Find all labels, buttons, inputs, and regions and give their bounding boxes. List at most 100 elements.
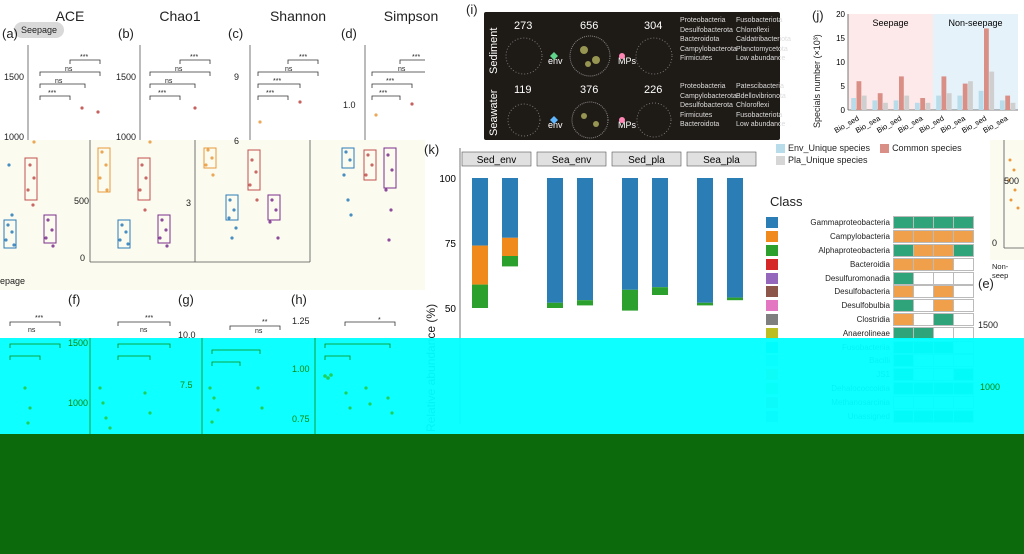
- k-stack-segment: [622, 178, 638, 290]
- f-ytick-1500: 1500: [68, 338, 89, 348]
- tag-h: (h): [291, 292, 307, 307]
- class-presence-cell: [913, 299, 934, 313]
- box-ace-biosea: [43, 214, 57, 244]
- class-swatch: [766, 244, 778, 256]
- right-edge-ytick-0: 0: [992, 238, 998, 248]
- simpson-ytick-10: 1.0: [343, 100, 356, 110]
- legend-item: Campylobacterota: [680, 92, 737, 100]
- class-presence-cell: [953, 285, 974, 299]
- j-bar: [883, 102, 888, 110]
- class-legend-row: Desulfobulbia: [766, 299, 976, 313]
- g-ytick-75: 7.5: [180, 380, 193, 390]
- k-facet-strip: [686, 151, 757, 167]
- title-chao1: Chao1: [159, 8, 201, 24]
- shannon-ytick-3: 3: [186, 198, 192, 208]
- svg-text:*: *: [378, 317, 381, 324]
- h-ytick-075: 0.75: [292, 414, 310, 424]
- class-swatch: [766, 286, 778, 298]
- svg-text:ns: ns: [140, 327, 148, 334]
- svg-text:***: ***: [299, 54, 307, 61]
- legend-item: Desulfobacterota: [680, 26, 733, 34]
- class-presence-cell: [933, 285, 954, 299]
- class-swatch: [766, 313, 778, 325]
- class-presence-cell: [953, 216, 974, 230]
- k-stack-segment: [472, 284, 488, 308]
- shannon-ytick-6: 6: [234, 136, 240, 146]
- k-stack-segment: [577, 178, 593, 301]
- ace-ytick-0: 0: [80, 253, 86, 263]
- j-group-seepage: Seepage: [872, 18, 908, 28]
- sig-a4: ***: [80, 54, 88, 61]
- j-bg-seepage: [848, 14, 933, 110]
- class-presence-cell: [953, 312, 974, 326]
- class-presence-cell: [933, 243, 954, 257]
- ace-ytick-1000: 1000: [4, 132, 25, 142]
- k-facet-label: Sea_env: [552, 155, 591, 166]
- svg-text:ns: ns: [28, 327, 36, 334]
- box-ace-biosed: [24, 157, 38, 201]
- net-mps-sea: MPs: [618, 120, 636, 130]
- cyan-band-svg: [9, 338, 394, 434]
- class-label: Desulfobacteria: [834, 287, 890, 297]
- ace-ytick-500: 500: [74, 196, 90, 206]
- svg-text:ns: ns: [175, 66, 183, 73]
- net-legend-sea: Proteobacteria Campylobacterota Desulfob…: [680, 82, 786, 130]
- legend-item: Proteobacteria: [680, 83, 726, 90]
- class-presence-cell: [893, 230, 914, 244]
- tag-e: (e): [978, 276, 994, 291]
- alpha-diversity-area: Seepage ACE (a) Chao1 (b) Shannon (c) Si…: [0, 0, 438, 554]
- j-ytick-label: 10: [836, 58, 845, 67]
- svg-text:***: ***: [386, 78, 394, 85]
- legend-item: Desulfobacterota: [680, 102, 733, 109]
- j-group-nonseepage: Non-seepage: [948, 18, 1002, 28]
- legend-item: Caldatribacteriota: [736, 36, 791, 43]
- k-stack-segment: [502, 178, 518, 238]
- j-bar: [968, 81, 973, 110]
- k-stack-segment: [727, 297, 743, 301]
- class-swatch: [766, 258, 778, 270]
- k-stack-segment: [502, 256, 518, 267]
- legend-item: Bdellovibrionota: [736, 92, 786, 100]
- env-marker-sed: [550, 52, 558, 60]
- class-swatch: [766, 272, 778, 284]
- j-ytick-label: 0: [841, 106, 846, 115]
- legend-env-unique: Env_Unique species: [788, 143, 871, 153]
- svg-text:***: ***: [145, 315, 153, 322]
- svg-text:**: **: [262, 319, 268, 326]
- class-label: Gammaproteobacteria: [810, 218, 890, 228]
- j-bar: [899, 76, 904, 110]
- right-edge-panel: [990, 140, 1024, 260]
- legend-item: Fusobacteriota: [736, 17, 783, 24]
- boxplots-top: [3, 147, 397, 249]
- class-swatch: [766, 327, 778, 339]
- legend-item: Fusobacteriota: [736, 111, 783, 119]
- svg-text:***: ***: [266, 90, 274, 97]
- k-stack-segment: [652, 178, 668, 288]
- j-bar: [941, 76, 947, 110]
- j-bar: [1010, 102, 1016, 110]
- class-legend-row: Desulfobacteria: [766, 285, 976, 299]
- k-stack-segment: [547, 302, 563, 308]
- net-count-sed-2: 656: [580, 20, 599, 32]
- title-simpson: Simpson: [383, 8, 439, 24]
- h-ytick-125: 1.25: [292, 316, 310, 326]
- cyan-overlay: [0, 338, 1024, 434]
- class-presence-cell: [893, 257, 914, 271]
- svg-text:***: ***: [190, 54, 198, 61]
- g-ytick-100: 10.0: [178, 330, 196, 340]
- bracket-a2: [39, 83, 86, 88]
- class-label: Desulfuromonadia: [825, 273, 890, 283]
- class-swatch: [766, 217, 778, 229]
- right-edge-ytick-500: 500: [1004, 176, 1020, 186]
- class-presence-cell: [933, 230, 954, 244]
- svg-text:ns: ns: [165, 78, 173, 85]
- class-legend-row: Desulfuromonadia: [766, 271, 976, 285]
- k-facet-label: Sed_env: [477, 155, 516, 166]
- j-bar: [851, 98, 856, 110]
- legend-item: Patescibacteria: [736, 83, 784, 90]
- class-label: Bacteroidia: [849, 259, 890, 269]
- tag-g: (g): [178, 292, 194, 307]
- net-count-sea-3: 226: [644, 84, 663, 96]
- legend-item: Chloroflexi: [736, 102, 770, 109]
- j-ytick-label: 5: [841, 82, 846, 91]
